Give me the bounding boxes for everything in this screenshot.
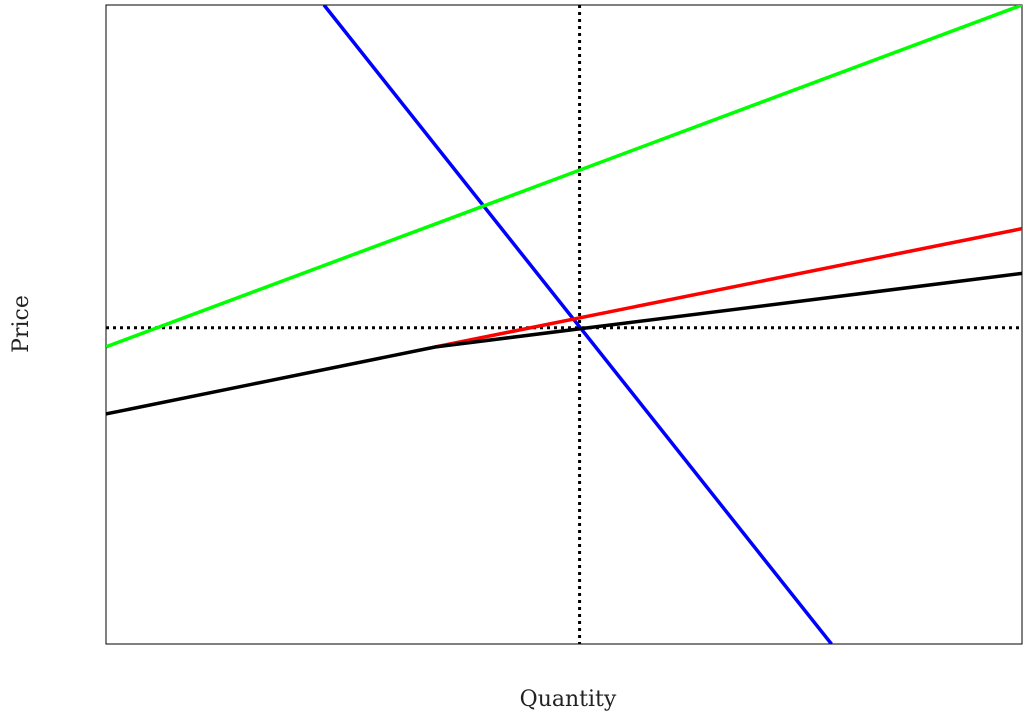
y-axis-label: Price <box>9 295 34 353</box>
x-axis-label: Quantity <box>520 687 617 712</box>
plot-frame <box>106 5 1022 644</box>
